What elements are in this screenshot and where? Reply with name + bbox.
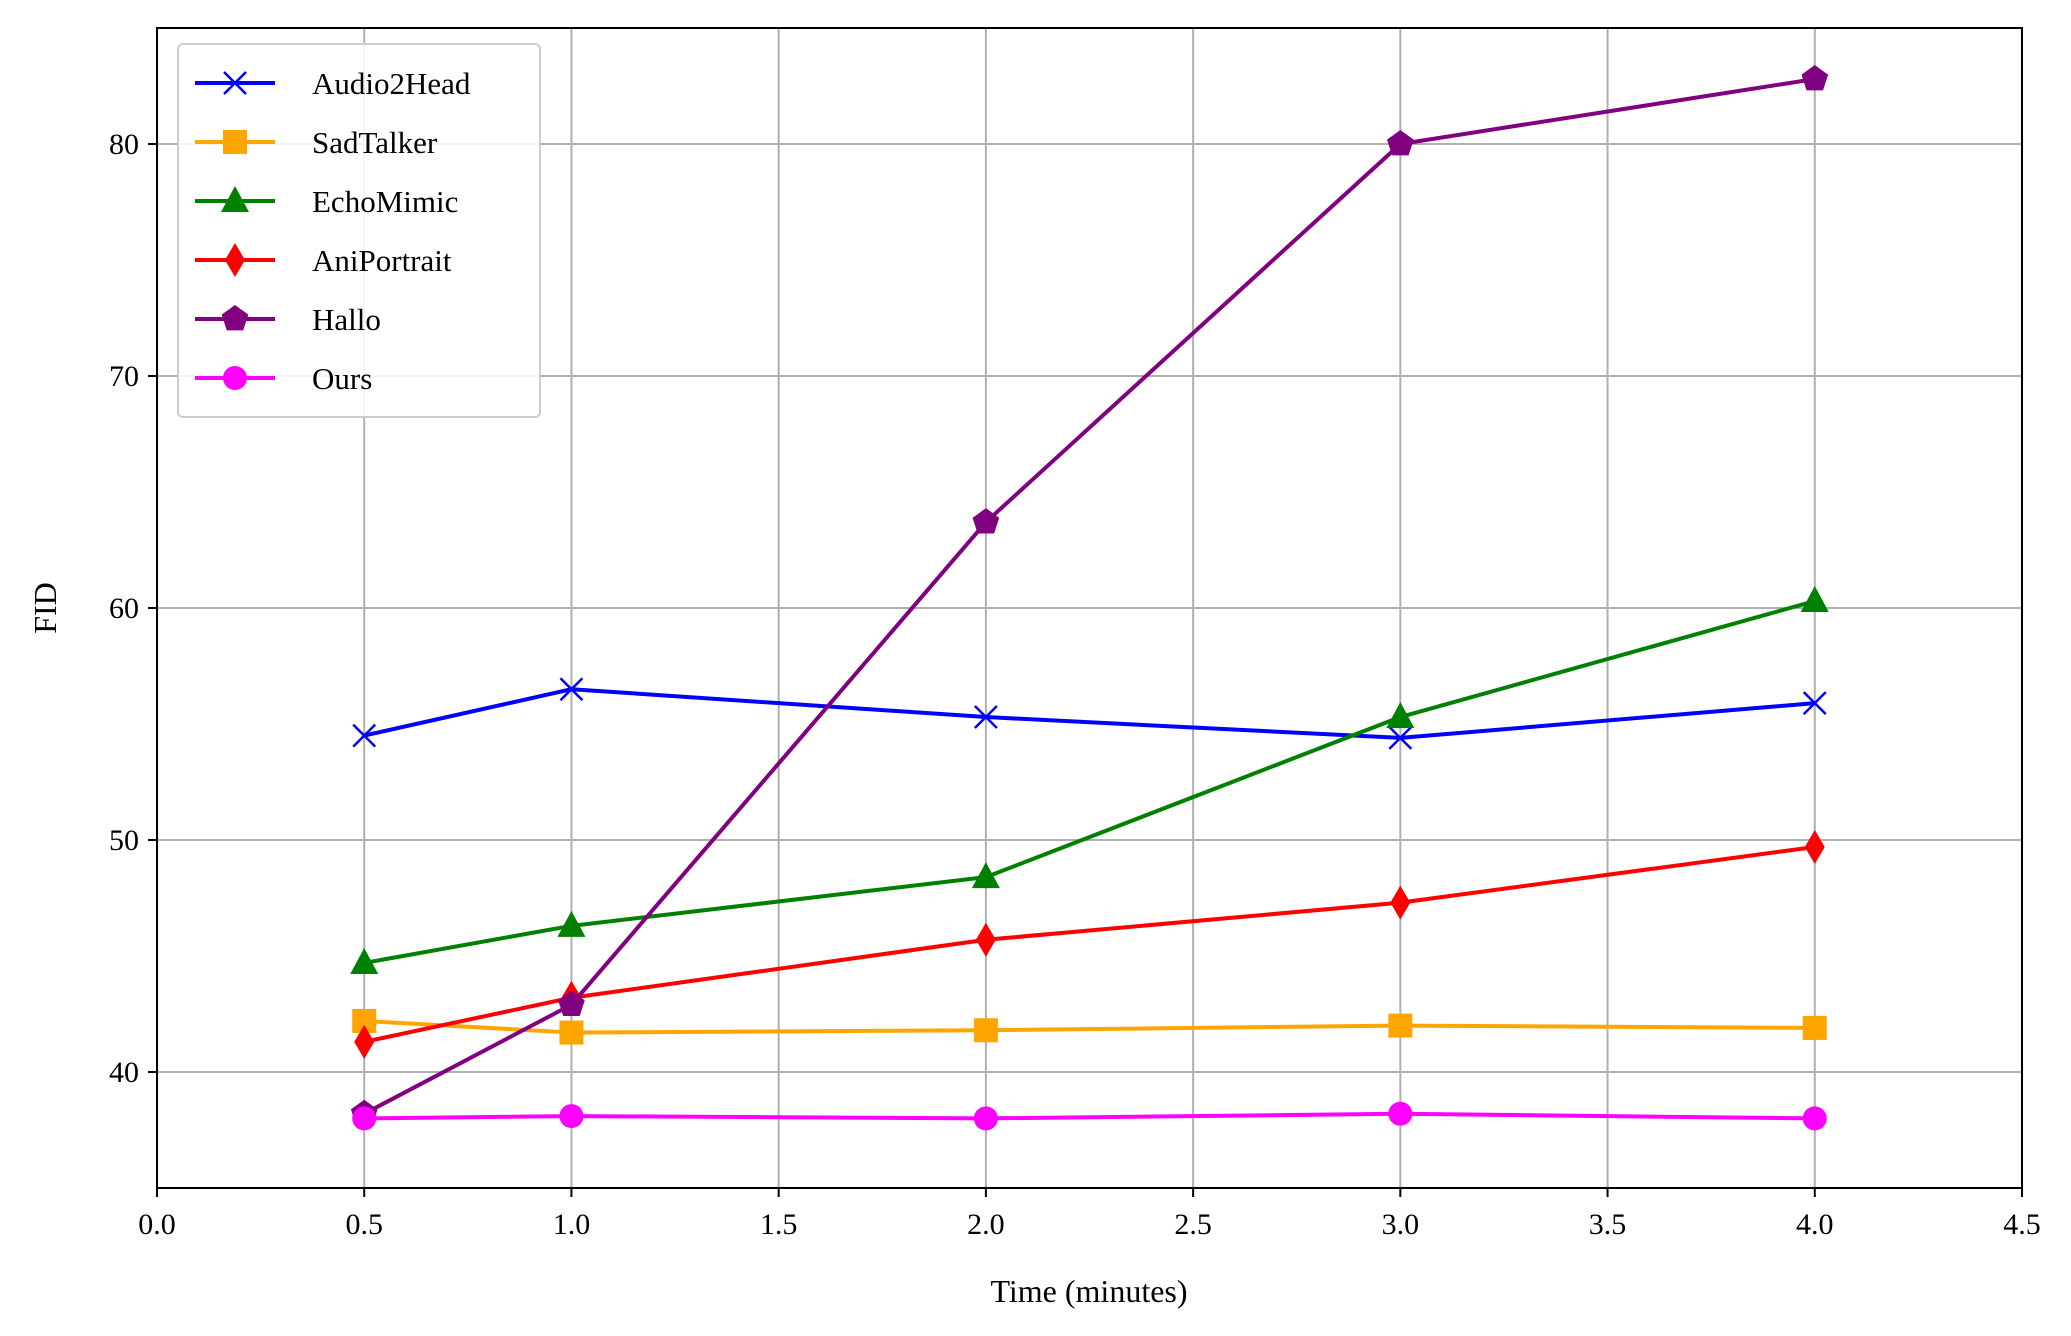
data-point bbox=[975, 922, 996, 957]
legend-box bbox=[177, 43, 541, 418]
data-point bbox=[972, 508, 1000, 534]
legend-label: EchoMimic bbox=[312, 184, 458, 219]
grid bbox=[156, 28, 2023, 1188]
series-echomimic bbox=[350, 586, 1829, 974]
data-point bbox=[971, 862, 1000, 889]
data-point bbox=[559, 677, 584, 702]
data-point bbox=[352, 1106, 377, 1131]
y-tick-label: 40 bbox=[109, 1056, 139, 1089]
data-point bbox=[973, 1018, 998, 1043]
data-point bbox=[1800, 586, 1829, 613]
data-point bbox=[974, 705, 998, 729]
data-point bbox=[1387, 130, 1414, 156]
series-sadtalker bbox=[352, 1008, 1827, 1045]
legend-marker bbox=[223, 366, 247, 390]
data-point bbox=[973, 1106, 998, 1131]
series-line bbox=[363, 599, 1816, 965]
series-line bbox=[363, 77, 1816, 1116]
legend-item-ours: Ours bbox=[195, 361, 372, 396]
y-tick-label: 50 bbox=[109, 824, 139, 857]
series-hallo bbox=[350, 65, 1829, 1126]
x-tick-label: 1.5 bbox=[760, 1208, 798, 1241]
x-tick-label: 0.5 bbox=[345, 1208, 383, 1241]
x-tick-label: 0.0 bbox=[138, 1208, 176, 1241]
legend-label: AniPortrait bbox=[312, 243, 452, 278]
legend-item-sadtalker: SadTalker bbox=[195, 125, 438, 160]
y-tick-label: 80 bbox=[109, 128, 139, 161]
x-tick-label: 2.0 bbox=[967, 1208, 1005, 1241]
data-point bbox=[1388, 1101, 1413, 1126]
data-point bbox=[352, 723, 377, 748]
legend-marker bbox=[223, 71, 247, 95]
series-ours bbox=[352, 1101, 1827, 1131]
x-tick-label: 1.0 bbox=[553, 1208, 591, 1241]
series-line bbox=[363, 687, 1815, 740]
legend-marker bbox=[221, 186, 249, 212]
x-tick-label: 4.5 bbox=[2003, 1208, 2041, 1241]
legend-label: Audio2Head bbox=[312, 66, 471, 101]
data-point bbox=[559, 1104, 584, 1129]
data-point bbox=[557, 910, 586, 937]
legend-item-aniportrait: AniPortrait bbox=[195, 243, 452, 278]
y-tick-label: 60 bbox=[109, 592, 139, 625]
data-point bbox=[1802, 1015, 1827, 1040]
data-point bbox=[1388, 1013, 1413, 1038]
legend-label: Hallo bbox=[312, 302, 381, 337]
data-point bbox=[1388, 726, 1413, 750]
x-tick-label: 3.5 bbox=[1589, 1208, 1627, 1241]
data-point bbox=[1386, 702, 1415, 729]
legend-label: SadTalker bbox=[312, 125, 438, 160]
series-layer bbox=[350, 65, 1829, 1131]
legend-item-echomimic: EchoMimic bbox=[195, 184, 458, 219]
legend-item-audio2head: Audio2Head bbox=[195, 66, 471, 101]
data-point bbox=[350, 947, 379, 974]
y-axis-label: FID bbox=[27, 582, 63, 634]
data-point bbox=[558, 990, 585, 1017]
data-point bbox=[1804, 829, 1825, 864]
data-point bbox=[1390, 885, 1411, 920]
data-point bbox=[354, 1024, 375, 1059]
data-point bbox=[1801, 65, 1829, 91]
legend-marker bbox=[225, 243, 245, 277]
x-axis-label: Time (minutes) bbox=[990, 1273, 1187, 1309]
series-line bbox=[363, 844, 1816, 1044]
data-point bbox=[1802, 691, 1827, 716]
data-point bbox=[1802, 1106, 1827, 1131]
series-audio2head bbox=[352, 677, 1827, 750]
y-tick-label: 70 bbox=[109, 360, 139, 393]
ticks: 0.0 0.5 1.0 1.5 2.0 2.5 3.0 3.5 4.0 4.5 40 50 60 70 80 bbox=[109, 128, 2041, 1241]
legend-marker bbox=[223, 130, 247, 154]
x-tick-label: 3.0 bbox=[1382, 1208, 1420, 1241]
legend-item-hallo: Hallo bbox=[195, 302, 381, 337]
x-tick-label: 2.5 bbox=[1174, 1208, 1212, 1241]
legend-marker bbox=[221, 305, 249, 331]
legend: Audio2Head SadTalker EchoMimic AniPortrait H… bbox=[177, 43, 541, 418]
data-point bbox=[559, 1020, 584, 1045]
data-point bbox=[352, 1008, 377, 1033]
legend-label: Ours bbox=[312, 361, 372, 396]
x-tick-label: 4.0 bbox=[1796, 1208, 1834, 1241]
